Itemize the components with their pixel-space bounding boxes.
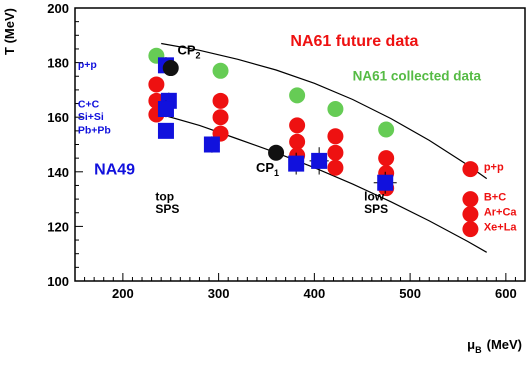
y-tick-label: 200 <box>47 1 69 16</box>
x-tick-label: 200 <box>112 286 134 301</box>
y-tick-label: 120 <box>47 219 69 234</box>
na61-collected-point <box>212 62 229 79</box>
chart-annotation: top <box>155 189 174 203</box>
critical-point-marker <box>268 144 285 161</box>
na61-future-point <box>327 144 344 161</box>
chart-annotation: Xe+La <box>484 221 518 233</box>
na49-point <box>377 174 394 191</box>
chart-annotation: B+C <box>484 191 506 203</box>
na61-future-point <box>212 92 229 109</box>
na61-future-point <box>462 221 479 238</box>
na49-point <box>203 136 220 153</box>
na61-collected-point <box>327 101 344 118</box>
x-tick-label: 300 <box>208 286 230 301</box>
critical-point-label: CP2 <box>177 42 200 60</box>
na61-future-point <box>289 133 306 150</box>
na61-future-point <box>462 191 479 208</box>
y-tick-label: 160 <box>47 110 69 125</box>
chart-annotation: NA61 future data <box>290 33 418 50</box>
upper-freezeout-curve <box>161 42 488 180</box>
na61-future-point <box>378 150 395 167</box>
chart-annotation: p+p <box>484 161 504 173</box>
na61-future-point <box>462 161 479 178</box>
na61-collected-point <box>289 87 306 104</box>
critical-point-label: CP1 <box>256 160 279 178</box>
na49-point <box>157 101 174 118</box>
chart-annotation: Pb+Pb <box>78 125 111 137</box>
na61-future-point <box>462 206 479 223</box>
x-tick-label: 400 <box>304 286 326 301</box>
chart-annotation: C+C <box>78 99 100 111</box>
chart-annotation: NA61 collected data <box>353 68 482 83</box>
chart-annotation: SPS <box>364 202 388 216</box>
na61-collected-point <box>378 121 395 138</box>
chart-annotation: NA49 <box>94 162 135 179</box>
chart-annotation: Si+Si <box>78 111 104 123</box>
critical-point-marker <box>162 60 179 77</box>
y-tick-label: 100 <box>47 274 69 289</box>
na49-point <box>157 122 174 139</box>
y-tick-label: 180 <box>47 56 69 71</box>
y-axis-label: T (MeV) <box>2 8 17 55</box>
na49-point <box>311 152 328 169</box>
na61-future-point <box>212 109 229 126</box>
na61-future-point <box>327 159 344 176</box>
na61-future-point <box>148 76 165 93</box>
lower-freezeout-curve <box>161 113 487 253</box>
chart-annotation: p+p <box>78 59 97 71</box>
chart-annotation: SPS <box>155 202 179 216</box>
x-tick-label: 600 <box>495 286 517 301</box>
na61-future-point <box>327 128 344 145</box>
x-axis-label: μB (MeV) <box>467 337 522 355</box>
na49-point <box>288 155 305 172</box>
y-tick-label: 140 <box>47 165 69 180</box>
x-tick-label: 500 <box>399 286 421 301</box>
chart-annotation: Ar+Ca <box>484 206 518 218</box>
chart-annotation: low <box>364 189 385 203</box>
na61-future-point <box>289 117 306 134</box>
